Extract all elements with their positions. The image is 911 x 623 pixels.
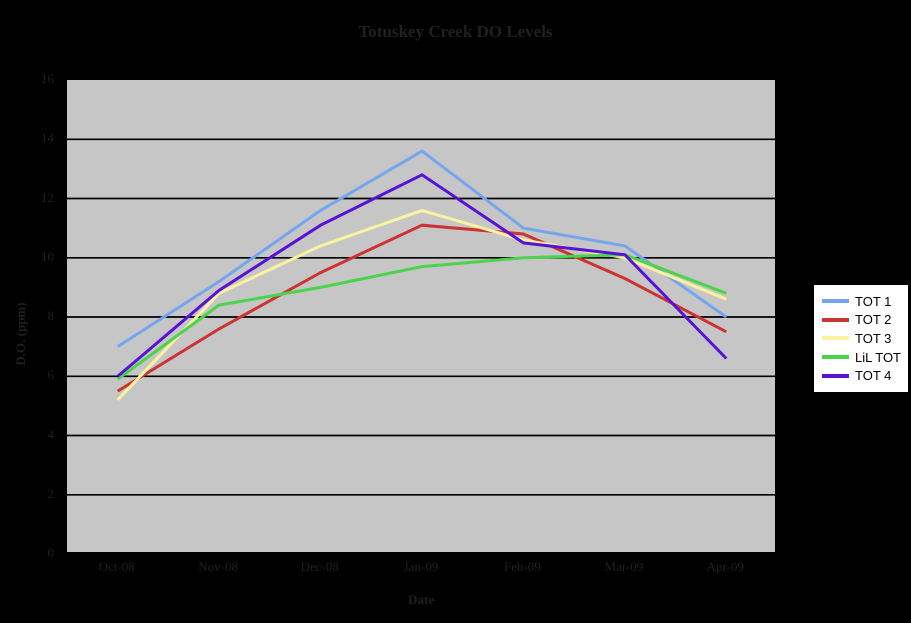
series-line-tot-2	[116, 223, 727, 393]
x-tick-label: Jan-09	[403, 559, 439, 574]
series-line-tot-3	[116, 208, 727, 401]
legend-label: TOT 4	[855, 368, 892, 384]
legend-line-swatch	[822, 373, 849, 378]
y-tick-label: 10	[41, 248, 54, 264]
y-tick-label: 16	[41, 71, 54, 86]
legend-item-tot-4: TOT 4	[822, 366, 908, 385]
y-axis-tick-labels: 0 2 4 6 8 10 12 14 16	[0, 71, 58, 560]
legend-line-swatch	[822, 317, 849, 322]
legend-label: TOT 1	[855, 293, 892, 309]
y-tick-label: 12	[41, 189, 54, 205]
legend-line-swatch	[822, 355, 849, 360]
y-tick-label: 2	[47, 485, 55, 501]
series-line-tot-4	[116, 173, 728, 378]
line-chart	[67, 138, 777, 496]
legend-line-swatch	[822, 299, 849, 304]
x-axis-title: Date	[408, 592, 434, 607]
chart-title: Totuskey Creek DO Levels	[358, 22, 553, 41]
x-tick-label: Nov-08	[198, 559, 238, 574]
x-tick-label: Apr-09	[706, 559, 744, 574]
x-axis-tick-labels: Oct-08 Nov-08 Dec-08 Jan-09 Feb-09 Mar-09 Apr-…	[66, 558, 776, 576]
plot-area	[66, 79, 777, 553]
legend-label: LiL TOT	[855, 349, 902, 365]
y-tick-label: 14	[41, 130, 54, 146]
x-tick-label: Oct-08	[98, 559, 135, 574]
x-tick-label: Dec-08	[300, 559, 339, 574]
x-tick-label: Mar-09	[604, 559, 644, 574]
legend-item-tot-3: TOT 3	[822, 329, 908, 348]
y-tick-label: 6	[47, 367, 55, 383]
y-tick-label: 8	[47, 308, 55, 323]
y-tick-label: 0	[47, 545, 55, 560]
chart-legend: TOT 1 TOT 2 TOT 3 LiL TOT TOT 4	[813, 284, 909, 393]
legend-item-tot-2: TOT 2	[822, 311, 908, 330]
y-tick-label: 4	[47, 426, 55, 442]
legend-label: TOT 2	[855, 312, 892, 328]
x-tick-label: Feb-09	[503, 559, 541, 574]
legend-line-swatch	[822, 336, 849, 341]
legend-label: TOT 3	[855, 330, 892, 346]
legend-item-lil-tot: LiL TOT	[822, 348, 908, 367]
series-line-tot-1	[116, 149, 728, 348]
legend-item-tot-1: TOT 1	[822, 292, 908, 311]
